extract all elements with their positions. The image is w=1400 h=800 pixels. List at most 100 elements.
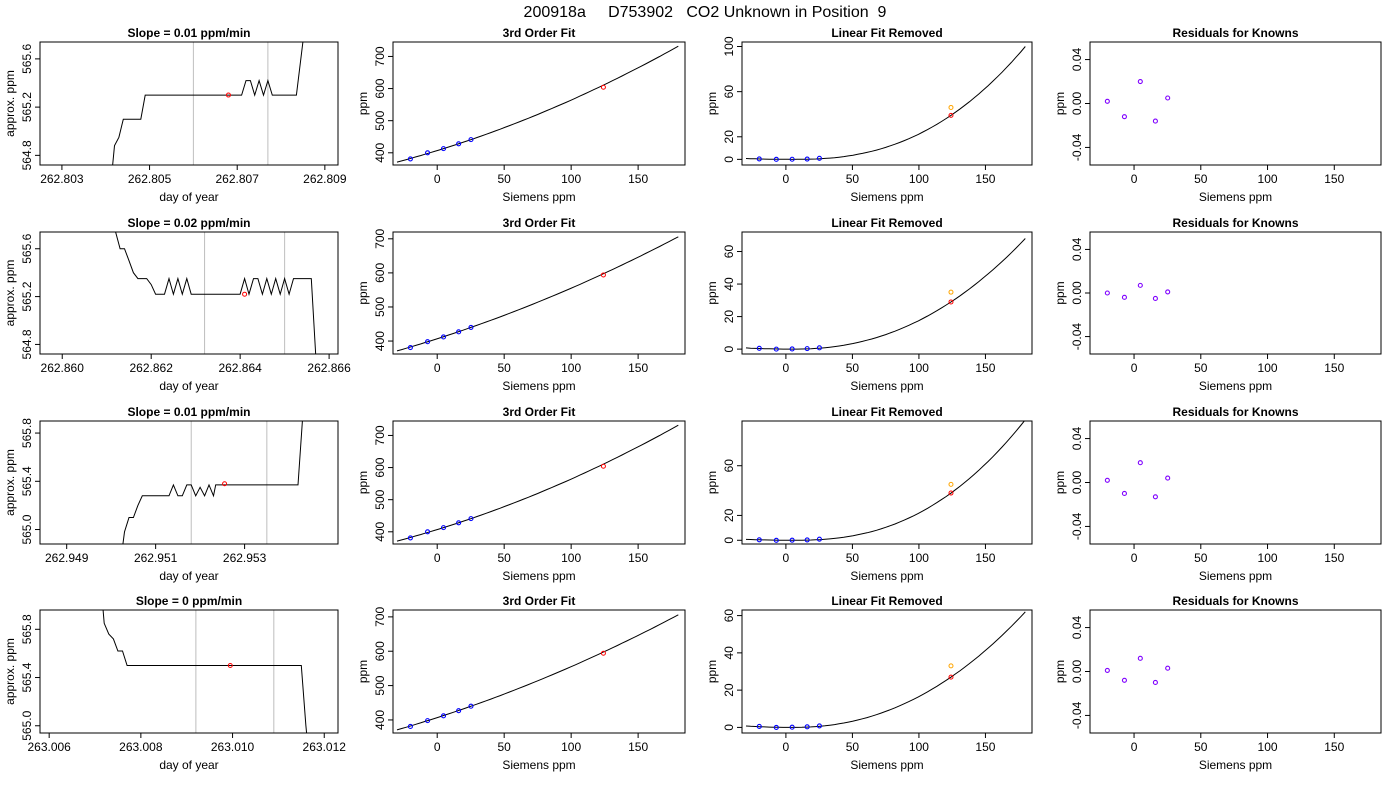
known-standard-point bbox=[456, 329, 462, 335]
panel-title: Slope = 0.02 ppm/min bbox=[127, 216, 250, 230]
y-axis-label: ppm bbox=[356, 281, 370, 304]
panel-r1-c3: Linear Fit Removed Siemens ppm ppm 0 50 100 15… bbox=[705, 26, 1033, 204]
x-tick-label: 0 bbox=[1131, 361, 1138, 375]
y-tick-label: 400 bbox=[373, 331, 387, 351]
known-standard-point bbox=[407, 535, 413, 541]
plot-area bbox=[396, 424, 679, 542]
known-standard-point bbox=[407, 344, 413, 351]
known-standard-point bbox=[816, 155, 822, 161]
y-tick-label: 500 bbox=[373, 489, 387, 509]
y-tick-label: 0.04 bbox=[1070, 616, 1084, 640]
y-axis-label: ppm bbox=[705, 471, 719, 494]
x-axis-label: Siemens ppm bbox=[1199, 190, 1272, 204]
y-tick-label: 565.8 bbox=[20, 614, 34, 644]
x-tick-label: 0 bbox=[783, 551, 790, 565]
panel-title: Linear Fit Removed bbox=[831, 26, 942, 40]
known-standard-point bbox=[468, 324, 474, 330]
y-tick-label: 564.8 bbox=[20, 329, 34, 359]
y-tick-label: 40 bbox=[722, 277, 736, 291]
y-tick-label: 0 bbox=[722, 345, 736, 352]
x-axis-label: Siemens ppm bbox=[502, 569, 575, 583]
x-tick-label: 263.010 bbox=[211, 740, 255, 754]
x-tick-label: 50 bbox=[846, 172, 860, 186]
y-tick-label: 565.8 bbox=[20, 418, 34, 448]
mean-point bbox=[242, 291, 248, 297]
x-axis-label: Siemens ppm bbox=[1199, 758, 1272, 772]
x-tick-label: 50 bbox=[497, 740, 511, 754]
y-axis-label: approx. ppm bbox=[3, 260, 17, 327]
x-tick-label: 262.803 bbox=[40, 172, 84, 186]
y-axis-label: approx. ppm bbox=[3, 638, 17, 705]
plot-frame bbox=[1089, 231, 1382, 355]
fit-curve bbox=[396, 236, 679, 352]
x-tick-label: 0 bbox=[1131, 551, 1138, 565]
x-tick-label: 100 bbox=[909, 172, 929, 186]
panel-title: 3rd Order Fit bbox=[503, 594, 576, 608]
x-tick-label: 100 bbox=[561, 740, 581, 754]
y-tick-label: 600 bbox=[373, 78, 387, 98]
known-standard-point bbox=[440, 525, 447, 531]
x-axis-label: day of year bbox=[159, 190, 218, 204]
x-tick-label: 262.951 bbox=[134, 551, 178, 565]
x-tick-label: 263.008 bbox=[119, 740, 163, 754]
x-tick-label: 100 bbox=[1258, 551, 1278, 565]
x-tick-label: 263.012 bbox=[303, 740, 347, 754]
fit-curve bbox=[745, 46, 1026, 160]
unknown-point bbox=[948, 299, 954, 305]
x-tick-label: 150 bbox=[1324, 361, 1344, 375]
known-standard-point bbox=[407, 156, 413, 162]
panel-r1-c4: Residuals for Knowns Siemens ppm ppm 0 50 100… bbox=[1053, 26, 1382, 204]
panel-r4-c2: 3rd Order Fit Siemens ppm ppm 0 50 100 150 400 5… bbox=[356, 594, 686, 772]
known-standard-point bbox=[773, 156, 779, 162]
plot-area bbox=[122, 421, 303, 544]
plot-frame bbox=[1089, 41, 1382, 166]
panel-r3-c1: Slope = 0.01 ppm/min day of year approx. p… bbox=[3, 405, 339, 583]
x-tick-label: 0 bbox=[434, 361, 441, 375]
panel-r1-c2: 3rd Order Fit Siemens ppm ppm 0 50 100 150 400 5… bbox=[356, 26, 686, 204]
plot-area bbox=[115, 232, 317, 354]
known-standard-point bbox=[1121, 294, 1127, 300]
panel-r3-c2: 3rd Order Fit Siemens ppm ppm 0 50 100 150 400 5… bbox=[356, 405, 686, 583]
known-standard-point bbox=[1152, 118, 1158, 124]
y-tick-label: 500 bbox=[373, 297, 387, 317]
known-standard-point bbox=[1165, 665, 1171, 671]
x-tick-label: 100 bbox=[1258, 361, 1278, 375]
x-tick-label: 100 bbox=[1258, 740, 1278, 754]
known-standard-point bbox=[440, 146, 447, 152]
known-standard-point bbox=[1121, 114, 1127, 120]
y-tick-label: 0.04 bbox=[1070, 427, 1084, 451]
known-standard-point bbox=[1152, 494, 1158, 500]
linear-unknown-point bbox=[948, 481, 954, 487]
known-standard-point bbox=[804, 156, 810, 162]
y-tick-label: 0.00 bbox=[1070, 281, 1084, 305]
fit-curve bbox=[745, 238, 1026, 350]
known-standard-point bbox=[756, 537, 762, 543]
x-tick-label: 150 bbox=[1324, 172, 1344, 186]
known-standard-point bbox=[756, 723, 762, 730]
y-tick-label: 20 bbox=[722, 683, 736, 697]
x-tick-label: 262.860 bbox=[41, 361, 85, 375]
panel-title: 3rd Order Fit bbox=[503, 216, 576, 230]
unknown-point bbox=[948, 490, 954, 496]
fit-curve bbox=[396, 45, 679, 163]
fit-curve bbox=[745, 421, 1025, 541]
y-tick-label: 700 bbox=[373, 425, 387, 445]
x-axis-label: Siemens ppm bbox=[850, 190, 923, 204]
y-tick-label: 0.00 bbox=[1070, 91, 1084, 115]
y-tick-label: 565.4 bbox=[20, 466, 34, 496]
plot-area bbox=[1104, 655, 1171, 686]
figure-title: 200918a D753902 CO2 Unknown in Position … bbox=[524, 4, 887, 21]
x-tick-label: 150 bbox=[975, 551, 995, 565]
known-standard-point bbox=[425, 718, 431, 724]
y-tick-label: 400 bbox=[373, 521, 387, 541]
y-tick-label: 60 bbox=[722, 459, 736, 473]
known-standard-point bbox=[789, 537, 795, 543]
y-axis-label: ppm bbox=[356, 660, 370, 683]
x-tick-label: 50 bbox=[846, 740, 860, 754]
y-tick-label: 600 bbox=[373, 641, 387, 661]
known-standard-point bbox=[456, 708, 462, 714]
plot-area bbox=[745, 46, 1026, 162]
x-tick-label: 262.807 bbox=[216, 172, 260, 186]
y-tick-label: 565.2 bbox=[20, 92, 34, 122]
y-axis-label: ppm bbox=[356, 471, 370, 494]
